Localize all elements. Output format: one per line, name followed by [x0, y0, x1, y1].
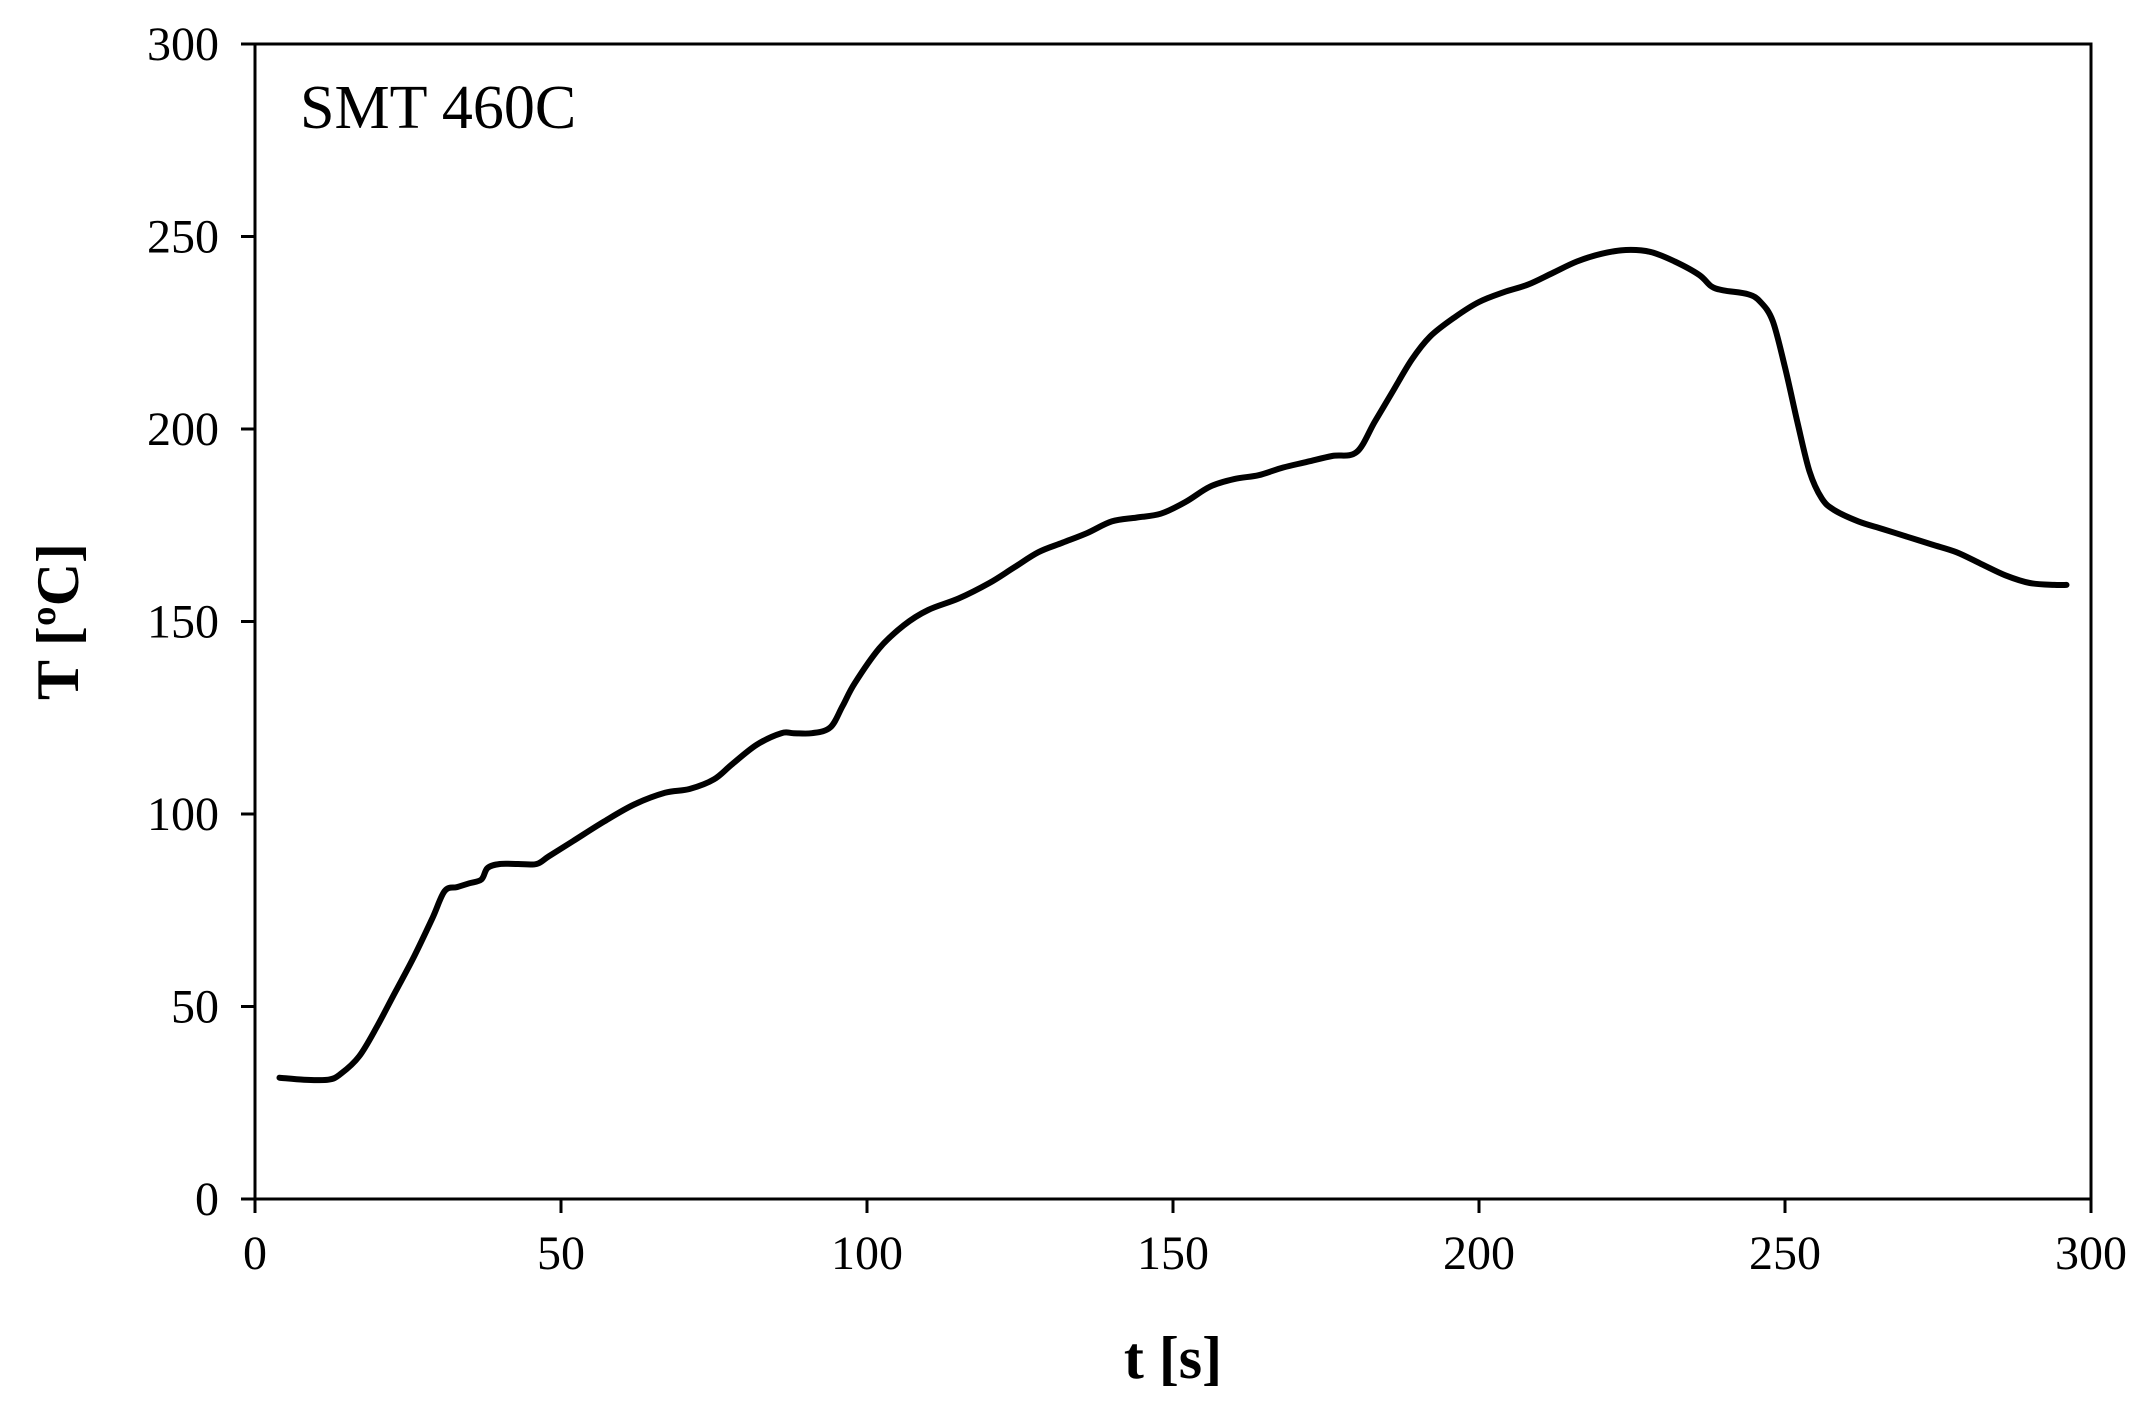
plot-frame [253, 42, 2093, 1201]
y-tick-label: 50 [171, 981, 219, 1034]
y-tick-label: 0 [195, 1173, 219, 1226]
x-tick-label: 200 [1443, 1227, 1515, 1280]
y-axis-title: T [ºC] [25, 543, 91, 700]
x-tick-label: 0 [243, 1227, 267, 1280]
x-tick-label: 150 [1137, 1227, 1209, 1280]
y-tick-label: 100 [147, 788, 219, 841]
y-tick-label: 300 [147, 18, 219, 71]
x-axis-ticks: 0 50 100 150 200 250 300 [243, 1199, 2127, 1280]
x-tick-label: 300 [2055, 1227, 2127, 1280]
x-tick-label: 100 [831, 1227, 903, 1280]
y-axis-ticks: 0 50 100 150 200 250 300 [147, 18, 255, 1226]
y-tick-label: 200 [147, 403, 219, 456]
y-tick-label: 250 [147, 211, 219, 264]
x-axis-title: t [s] [1124, 1325, 1222, 1391]
series-layer [276, 246, 2070, 1084]
x-tick-label: 250 [1749, 1227, 1821, 1280]
chart-annotation: SMT 460C [300, 74, 576, 142]
x-tick-label: 50 [537, 1227, 585, 1280]
series-line-0 [276, 246, 2070, 1084]
y-tick-label: 150 [147, 596, 219, 649]
